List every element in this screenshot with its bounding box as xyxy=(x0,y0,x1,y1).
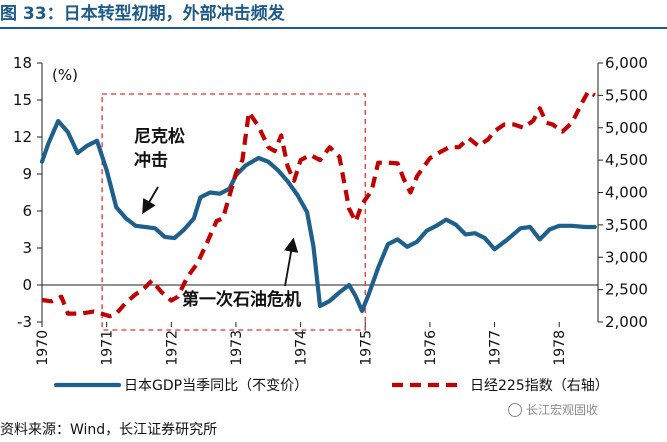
wechat-icon xyxy=(508,403,522,417)
watermark: 长江宏观固收 xyxy=(508,400,598,420)
left-tick-label: -3 xyxy=(17,313,32,331)
left-tick-label: 0 xyxy=(22,276,32,294)
right-tick-label: 4,500 xyxy=(605,151,648,169)
gdp-series-line xyxy=(39,118,597,313)
nikkei-series-line xyxy=(41,89,596,319)
left-tick-label: 12 xyxy=(13,128,32,146)
right-tick-label: 2,000 xyxy=(605,313,648,331)
left-axis-ticks: 18 15 12 9 6 3 0 -3 xyxy=(13,54,42,331)
x-tick-label: 1975 xyxy=(358,330,374,366)
left-axis-unit: (%) xyxy=(52,66,78,84)
right-tick-label: 5,500 xyxy=(605,86,648,104)
legend-nikkei-label: 日经225指数（右轴） xyxy=(470,378,609,394)
left-tick-label: 9 xyxy=(22,165,32,183)
legend: 日本GDP当季同比（不变价） 日经225指数（右轴） xyxy=(53,378,609,394)
x-tick-label: 1974 xyxy=(294,330,310,366)
title-divider xyxy=(0,27,667,29)
right-tick-label: 3,500 xyxy=(605,216,648,234)
right-tick-label: 3,000 xyxy=(605,248,648,266)
right-tick-label: 2,500 xyxy=(605,281,648,299)
right-tick-label: 5,000 xyxy=(605,119,648,137)
left-tick-label: 3 xyxy=(22,239,32,257)
chart-axes: (%) xyxy=(41,63,599,322)
source-note: 资料来源：Wind，长江证券研究所 xyxy=(0,422,218,438)
right-tick-label: 4,000 xyxy=(605,184,648,202)
left-tick-label: 6 xyxy=(22,202,32,220)
oil-crisis-label: 第一次石油危机 xyxy=(182,289,301,310)
x-tick-label: 1971 xyxy=(100,330,116,366)
x-axis-ticks: 1970 1971 1972 1973 1974 1975 1976 1977 1978 xyxy=(35,322,568,366)
right-axis-ticks: 6,000 5,500 5,000 4,500 4,000 3,500 3,000 2,500… xyxy=(598,54,648,331)
x-tick-label: 1978 xyxy=(552,330,568,366)
page-title: 图 33：日本转型初期，外部冲击频发 xyxy=(0,4,285,24)
right-tick-label: 6,000 xyxy=(605,54,648,72)
x-tick-label: 1972 xyxy=(164,330,180,366)
left-tick-label: 15 xyxy=(13,91,32,109)
x-tick-label: 1976 xyxy=(423,330,439,366)
nixon-shock-label: 尼克松 xyxy=(134,126,185,147)
oil-crisis-arrow xyxy=(284,237,299,287)
x-tick-label: 1977 xyxy=(488,330,504,366)
left-tick-label: 18 xyxy=(13,54,32,72)
nixon-shock-label: 冲击 xyxy=(134,150,168,171)
x-tick-label: 1973 xyxy=(229,330,245,366)
x-tick-label: 1970 xyxy=(35,330,51,366)
legend-gdp-label: 日本GDP当季同比（不变价） xyxy=(124,378,308,394)
highlight-box-group xyxy=(101,93,366,331)
highlight-box xyxy=(101,93,366,331)
nixon-shock-arrow xyxy=(142,186,159,215)
watermark-text: 长江宏观固收 xyxy=(526,403,599,417)
series-group xyxy=(39,89,597,319)
